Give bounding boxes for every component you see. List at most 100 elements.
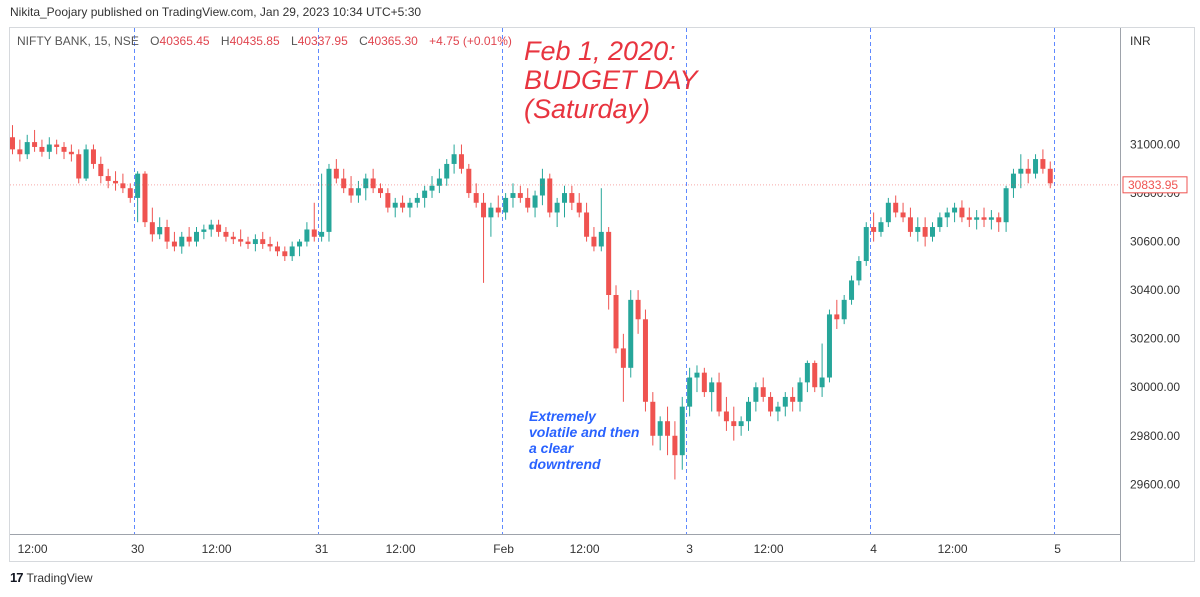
- candle-body: [812, 362, 818, 388]
- candle-body: [333, 168, 339, 179]
- ohlc-legend: NIFTY BANK, 15, NSE O40365.45 H40435.85 …: [17, 34, 512, 48]
- candle-body: [407, 202, 413, 208]
- candle-body: [863, 227, 869, 262]
- time-tick-label: 3: [686, 542, 693, 556]
- candle-body: [392, 202, 398, 208]
- time-tick-label: Feb: [493, 542, 514, 556]
- candle-body: [826, 314, 832, 378]
- candle-body: [223, 231, 229, 237]
- candle-body: [576, 202, 582, 213]
- open-value: 40365.45: [159, 34, 210, 48]
- candle-body: [473, 193, 479, 203]
- candle-body: [348, 188, 354, 196]
- candle-body: [267, 244, 273, 247]
- candle-body: [304, 229, 310, 242]
- candle-body: [885, 202, 891, 223]
- currency-label: INR: [1130, 34, 1151, 48]
- candle-body: [341, 178, 347, 189]
- close-value: 40365.30: [367, 34, 418, 48]
- candle-body: [1033, 159, 1039, 174]
- candle-body: [458, 154, 464, 169]
- candle-body: [613, 295, 619, 349]
- candle-body: [274, 246, 280, 252]
- candle-body: [731, 421, 737, 427]
- candle-body: [39, 146, 45, 152]
- price-tick-label: 30000.00: [1130, 380, 1180, 394]
- candle-body: [1040, 159, 1046, 169]
- candle-body: [495, 207, 501, 213]
- candle-body: [466, 168, 472, 194]
- candle-body: [790, 396, 796, 402]
- candle-body: [10, 137, 15, 150]
- candle-body: [569, 193, 575, 203]
- candle-body: [952, 207, 958, 213]
- candle-body: [76, 154, 82, 179]
- candle-body: [451, 154, 457, 164]
- candle-body: [819, 377, 825, 388]
- candle-body: [61, 146, 67, 152]
- annotation-line: BUDGET DAY: [524, 65, 698, 95]
- candle-body: [841, 299, 847, 320]
- candle-body: [871, 227, 877, 232]
- candle-body: [723, 411, 729, 422]
- candle-body: [694, 372, 700, 378]
- time-tick-label: 31: [315, 542, 329, 556]
- time-tick-label: 12:00: [570, 542, 600, 556]
- candle-body: [598, 231, 604, 247]
- candle-body: [775, 406, 781, 412]
- candle-body: [709, 382, 715, 393]
- annotation-line: volatile and then: [529, 424, 640, 440]
- candle-body: [32, 142, 38, 147]
- candle-body: [768, 396, 774, 412]
- candle-body: [238, 239, 244, 242]
- candle-body: [591, 236, 597, 247]
- candle-body: [657, 421, 663, 436]
- last-price-label: 30833.95: [1128, 178, 1178, 192]
- candle-body: [289, 246, 295, 257]
- time-tick-label: 5: [1054, 542, 1061, 556]
- candle-body: [1018, 168, 1024, 174]
- candle-body: [488, 207, 494, 218]
- candle-body: [650, 401, 656, 436]
- time-tick-label: 12:00: [18, 542, 48, 556]
- candle-body: [422, 190, 428, 198]
- candle-body: [959, 207, 965, 218]
- low-value: 40337.95: [297, 34, 348, 48]
- candle-body: [797, 382, 803, 402]
- candle-body: [517, 193, 523, 198]
- volatility-annotation: Extremely volatile and then a clear down…: [529, 408, 639, 472]
- candle-body: [944, 212, 950, 218]
- candle-body: [525, 197, 531, 208]
- candle-body: [753, 387, 759, 402]
- candle-body: [1047, 168, 1053, 184]
- candle-body: [98, 163, 104, 177]
- candle-body: [297, 241, 303, 247]
- candle-body: [701, 372, 707, 393]
- candle-body: [635, 299, 641, 320]
- candle-body: [915, 227, 921, 232]
- candle-body: [127, 188, 133, 198]
- candle-body: [554, 202, 560, 213]
- candle-body: [760, 387, 766, 397]
- candle-body: [113, 180, 119, 184]
- tradingview-logo-icon: 17: [10, 570, 24, 585]
- candle-body: [974, 217, 980, 220]
- candle-body: [46, 144, 52, 152]
- high-label: H: [220, 34, 230, 48]
- candle-body: [988, 217, 994, 220]
- candle-body: [900, 212, 906, 218]
- candle-body: [282, 251, 288, 257]
- candle-body: [208, 224, 214, 230]
- annotation-line: a clear: [529, 440, 574, 456]
- annotation-line: Extremely: [529, 408, 596, 424]
- candle-body: [539, 178, 545, 196]
- candle-body: [738, 421, 744, 427]
- candle-body: [606, 231, 612, 295]
- time-tick-label: 12:00: [938, 542, 968, 556]
- brand-label: TradingView: [26, 570, 93, 585]
- candle-body: [17, 149, 23, 155]
- last-price-badge: [1122, 176, 1188, 194]
- candle-body: [481, 202, 487, 218]
- candle-body: [414, 197, 420, 203]
- candle-body: [937, 217, 943, 228]
